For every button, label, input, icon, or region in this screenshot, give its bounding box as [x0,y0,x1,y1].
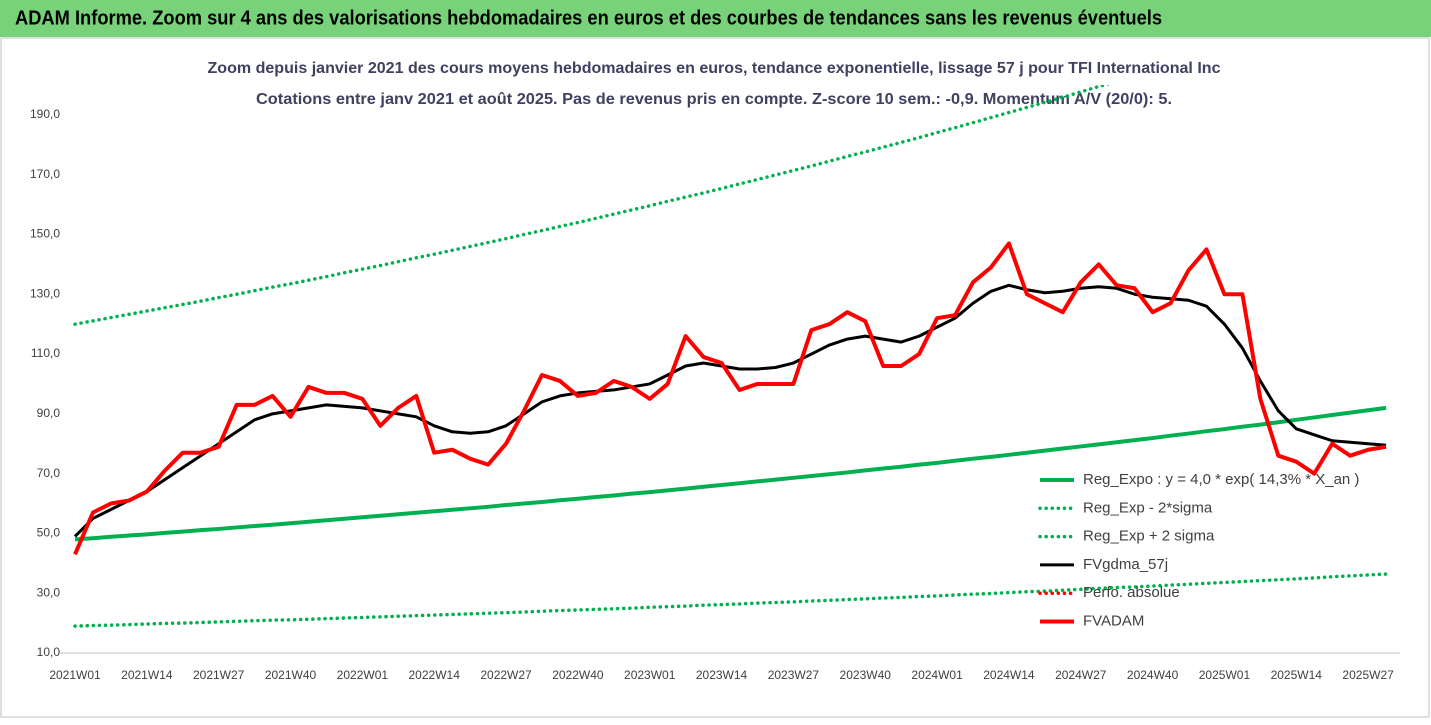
series-line [73,241,1387,556]
chart-frame [0,37,1430,718]
series-line [74,405,1387,542]
legend-label: Reg_Exp + 2 sigma [1083,528,1215,545]
y-tick-label: 10,0 [37,645,61,659]
x-tick-label: 2025W14 [1271,668,1323,682]
chart-subtitle: Cotations entre janv 2021 et août 2025. … [256,91,1172,108]
y-tick-label: 90,0 [37,406,61,420]
chart-title: Zoom depuis janvier 2021 des cours moyen… [208,60,1221,77]
x-tick-label: 2022W01 [337,668,389,682]
x-tick-label: 2025W27 [1342,668,1394,682]
x-tick-label: 2021W40 [265,668,317,682]
x-tick-label: 2024W01 [911,668,963,682]
legend-label: FVgdma_57j [1083,556,1168,573]
header-title: ADAM Informe. Zoom sur 4 ans des valoris… [15,7,1162,29]
y-tick-label: 190,0 [30,107,60,121]
y-tick-label: 110,0 [31,346,60,360]
x-tick-label: 2021W14 [121,668,173,682]
x-tick-label: 2023W01 [624,668,676,682]
x-tick-label: 2022W14 [409,668,461,682]
y-tick-label: 70,0 [37,466,61,480]
series-line [73,572,1388,628]
x-tick-label: 2024W27 [1055,668,1107,682]
legend-label: Reg_Exp - 2*sigma [1083,499,1213,516]
x-tick-label: 2021W27 [193,668,245,682]
y-tick-label: 50,0 [37,526,61,540]
x-tick-label: 2024W40 [1127,668,1179,682]
x-tick-label: 2021W01 [49,668,101,682]
x-tick-label: 2025W01 [1199,668,1251,682]
x-tick-label: 2023W27 [768,668,820,682]
y-tick-label: 170,0 [30,167,60,181]
y-tick-label: 130,0 [30,286,60,300]
y-tick-label: 150,0 [30,227,60,241]
x-tick-label: 2024W14 [983,668,1035,682]
header-bar [0,0,1431,37]
x-tick-label: 2022W27 [480,668,532,682]
x-tick-label: 2023W40 [840,668,892,682]
legend-label: FVADAM [1083,612,1144,629]
legend-label: Reg_Expo : y = 4,0 * exp( 14,3% * X_an ) [1083,471,1359,488]
legend-label: Perfo. absolue [1083,584,1180,601]
y-tick-label: 30,0 [37,585,61,599]
x-tick-label: 2023W14 [696,668,748,682]
series-line [73,85,1111,326]
plot-area [73,85,1388,628]
x-tick-label: 2022W40 [552,668,604,682]
